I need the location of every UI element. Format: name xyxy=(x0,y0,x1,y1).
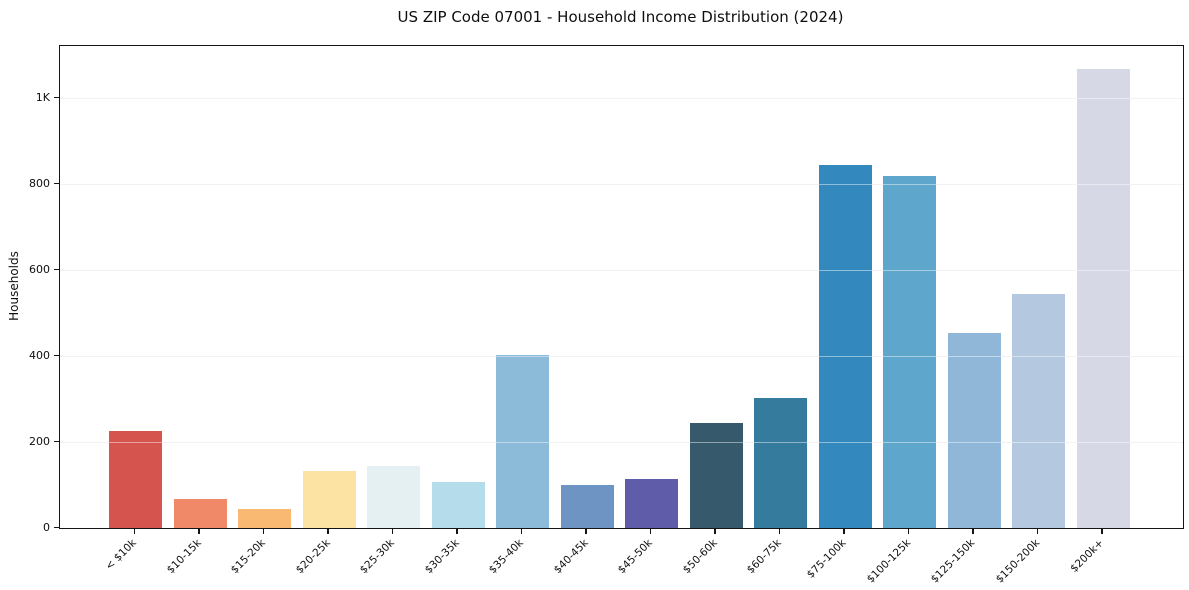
x-tick-mark xyxy=(327,528,329,534)
bar-20-25k xyxy=(302,470,356,528)
x-tick-label: $200k+ xyxy=(1068,537,1107,575)
x-tick-mark xyxy=(1101,528,1103,534)
bar-75-100k xyxy=(818,165,872,528)
bar-60-75k xyxy=(754,398,807,528)
x-tick-label: $20-25k xyxy=(293,537,333,577)
x-tick-label: $125-150k xyxy=(928,537,978,586)
x-tick-mark xyxy=(391,528,394,534)
y-tick-mark xyxy=(54,182,59,185)
bar-15-20k xyxy=(238,508,291,528)
x-tick-mark xyxy=(585,528,587,534)
bar-10-15k xyxy=(173,498,227,528)
gridline-overlay xyxy=(60,183,1183,185)
x-tick-label: $50-60k xyxy=(680,537,720,577)
y-tick-label: 800 xyxy=(29,176,50,190)
x-tick-label: $15-20k xyxy=(228,537,268,577)
gridline xyxy=(60,441,1183,443)
x-tick-label: $75-100k xyxy=(804,537,849,581)
y-tick-mark xyxy=(54,440,59,443)
x-tick-mark xyxy=(1036,528,1039,534)
x-tick-mark xyxy=(456,528,458,534)
x-tick-mark xyxy=(972,528,974,534)
x-tick-label: $10-15k xyxy=(164,537,204,577)
x-tick-label: $60-75k xyxy=(744,537,784,577)
y-tick-mark xyxy=(54,354,59,357)
gridline xyxy=(60,183,1183,185)
gridline xyxy=(60,355,1183,357)
y-tick-mark xyxy=(54,527,59,529)
x-tick-label: $35-40k xyxy=(486,537,526,577)
y-tick-label: 200 xyxy=(29,434,50,448)
x-tick-mark xyxy=(262,528,265,534)
x-tick-mark xyxy=(714,528,716,534)
plot-area xyxy=(59,45,1184,529)
bar-40-45k xyxy=(560,484,614,528)
x-tick-mark xyxy=(198,528,200,534)
gridline-overlay xyxy=(60,355,1183,357)
bar-25-30k xyxy=(367,465,420,528)
y-tick-label: 0 xyxy=(43,521,50,534)
x-tick-label: $100-125k xyxy=(864,537,913,586)
x-tick-mark xyxy=(907,528,910,534)
gridline-overlay xyxy=(60,97,1183,99)
bar-50-60k xyxy=(689,422,743,528)
bar-150-200k xyxy=(1012,293,1065,528)
x-tick-label: < $10k xyxy=(103,537,139,573)
bar-200k xyxy=(1076,68,1130,528)
bar-125-150k xyxy=(947,333,1001,528)
x-tick-label: $45-50k xyxy=(615,537,655,577)
x-tick-label: $40-45k xyxy=(551,537,591,577)
x-tick-label: $150-200k xyxy=(993,537,1042,586)
gridline xyxy=(60,97,1183,99)
x-tick-mark xyxy=(843,528,845,534)
y-axis-label: Households xyxy=(7,251,21,321)
y-tick-label: 1K xyxy=(35,90,50,104)
bar-100-125k xyxy=(883,175,936,528)
x-tick-mark xyxy=(520,528,523,534)
gridline-overlay xyxy=(60,441,1183,443)
x-tick-mark xyxy=(133,528,136,534)
bar-10k xyxy=(109,431,162,528)
bar-45-50k xyxy=(625,478,678,528)
gridline-overlay xyxy=(60,269,1183,271)
x-tick-mark xyxy=(778,528,781,534)
chart-title: US ZIP Code 07001 - Household Income Dis… xyxy=(397,8,844,26)
y-tick-mark xyxy=(54,96,59,99)
x-tick-label: $25-30k xyxy=(357,537,397,577)
x-tick-label: $30-35k xyxy=(422,537,462,577)
y-tick-label: 400 xyxy=(29,348,50,362)
y-tick-mark xyxy=(54,268,59,271)
bar-35-40k xyxy=(496,354,549,528)
bar-30-35k xyxy=(431,481,485,528)
y-tick-label: 600 xyxy=(29,262,50,276)
x-tick-mark xyxy=(649,528,652,534)
gridline xyxy=(60,269,1183,271)
